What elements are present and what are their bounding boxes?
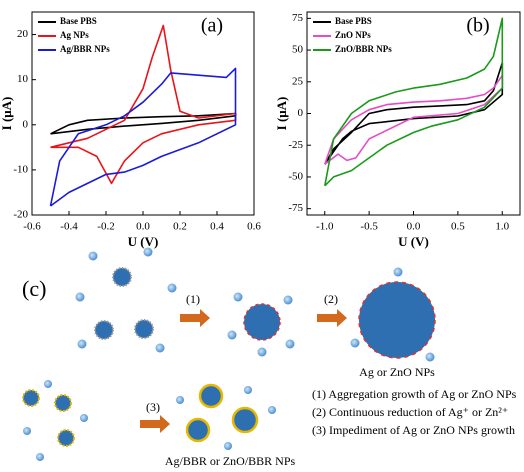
particles-small	[75, 247, 177, 353]
x-tick-label: -1.0	[316, 221, 334, 233]
y-axis-label: I (μA)	[274, 97, 289, 131]
product-label: Ag or ZnO NPs	[359, 365, 435, 379]
particles-coated	[176, 383, 276, 450]
arrow	[180, 309, 210, 327]
x-axis-label: U (V)	[398, 234, 429, 249]
particles-capped	[22, 380, 88, 461]
arrow	[140, 415, 170, 433]
x-tick-label: -0.4	[60, 221, 78, 233]
y-tick-label: -75	[288, 202, 303, 214]
y-tick-label: -20	[13, 209, 28, 221]
arrow	[317, 309, 347, 327]
plot-frame	[31, 11, 255, 216]
step-label: (2)	[324, 292, 338, 306]
x-tick-label: -0.6	[23, 221, 41, 233]
panel-label: (c)	[22, 276, 46, 301]
y-tick-label: 25	[292, 75, 304, 87]
chart: -1.0 -0.5 0.0 0.5 1.0 -75 -50 -25 0 25 50 75 U (V) I …	[274, 11, 521, 249]
x-tick-label: -0.2	[97, 221, 114, 233]
y-tick-label: 0	[23, 118, 29, 130]
x-axis-label: U (V)	[128, 234, 159, 249]
chart: -0.6 -0.4 -0.2 0.0 0.2 0.4 0.6 -20 -10 0 10 20 U (V)…	[0, 11, 261, 249]
diagram: (c) (1) (2) Ag or ZnO NPs	[22, 247, 517, 468]
legend-label: ZnO NPs	[335, 30, 371, 40]
y-tick-label: 75	[292, 12, 304, 24]
legend-label: Base PBS	[60, 16, 97, 26]
data-line	[49, 67, 237, 207]
y-tick-label: -10	[13, 163, 28, 175]
legend-label: Ag NPs	[60, 30, 89, 40]
panel-label: (b)	[466, 15, 489, 37]
step-label: (3)	[146, 400, 160, 414]
panel-label: (a)	[201, 15, 223, 37]
product-label: Ag/BBR or ZnO/BBR NPs	[165, 454, 296, 468]
x-tick-label: 0.4	[210, 221, 224, 233]
data-line	[324, 62, 504, 165]
note: (1) Aggregation growth of Ag or ZnO NPs	[312, 387, 517, 401]
x-tick-label: -0.5	[360, 221, 378, 233]
step-label: (1)	[186, 292, 200, 306]
x-tick-label: 0.2	[173, 221, 187, 233]
y-tick-label: 50	[292, 44, 304, 56]
x-tick-label: 0.0	[407, 221, 421, 233]
legend-label: Base PBS	[335, 16, 372, 26]
y-axis-label: I (μA)	[0, 97, 14, 131]
x-tick-label: 0.6	[247, 221, 261, 233]
plot-frame	[306, 11, 521, 216]
data-line	[324, 17, 504, 187]
particle-large	[350, 267, 436, 362]
y-tick-label: 10	[17, 73, 29, 85]
note: (3) Impediment of Ag or ZnO NPs growth	[312, 423, 515, 437]
y-tick-label: 20	[17, 28, 29, 40]
x-tick-label: 1.0	[495, 221, 509, 233]
legend-label: ZnO/BBR NPs	[335, 44, 392, 54]
note: (2) Continuous reduction of Ag⁺ or Zn²⁺	[312, 405, 508, 419]
data-line	[324, 74, 504, 165]
y-tick-label: -50	[288, 170, 303, 182]
x-tick-label: 0.0	[136, 221, 150, 233]
y-tick-label: -25	[288, 139, 303, 151]
data-line	[50, 24, 237, 185]
y-tick-label: 0	[298, 107, 304, 119]
legend-label: Ag/BBR NPs	[60, 44, 110, 54]
particle-medium	[227, 292, 295, 357]
x-tick-label: 0.5	[451, 221, 465, 233]
